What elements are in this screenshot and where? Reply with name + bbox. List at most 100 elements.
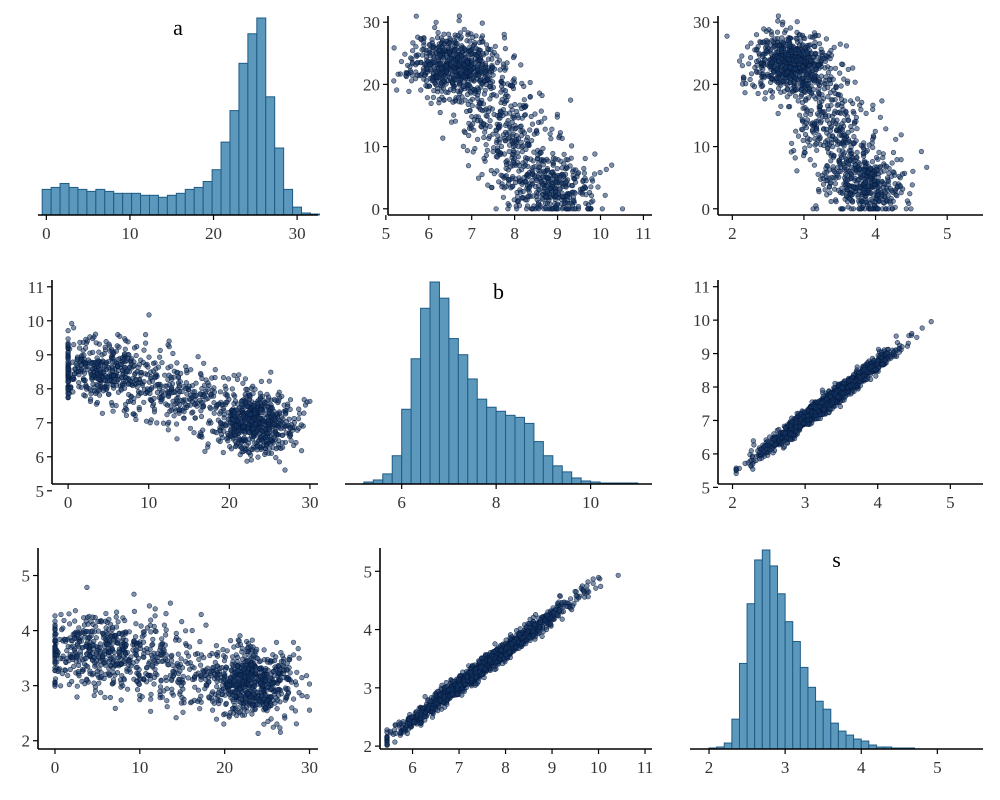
scatter-point: [535, 167, 541, 173]
scatter-point: [817, 120, 824, 126]
scatter-point: [832, 181, 839, 187]
scatter-point: [466, 132, 472, 139]
scatter-point: [747, 54, 754, 61]
scatter-point: [798, 93, 804, 99]
x-tick-label: 20: [221, 493, 238, 512]
scatter-point: [823, 74, 829, 80]
scatter-point: [222, 391, 228, 397]
scatter-point: [822, 139, 829, 145]
scatter-point: [753, 58, 760, 65]
scatter-point: [503, 173, 509, 179]
scatter-point: [495, 149, 501, 155]
scatter-point: [240, 380, 246, 386]
scatter-point: [109, 348, 115, 354]
scatter-point: [81, 352, 87, 358]
y-tick-label: 7: [36, 414, 45, 433]
scatter-point: [847, 152, 853, 158]
scatter-point: [475, 86, 482, 92]
histogram-bar: [382, 473, 393, 485]
scatter-point: [868, 206, 874, 212]
scatter-point: [888, 174, 894, 180]
scatter-point: [266, 378, 272, 384]
scatter-point: [509, 119, 515, 125]
scatter-point: [451, 87, 457, 94]
scatter-point: [831, 153, 837, 159]
scatter-point: [521, 104, 528, 111]
scatter-point: [759, 82, 766, 89]
scatter-point: [259, 438, 265, 444]
scatter-point: [815, 62, 821, 69]
scatter-point: [795, 133, 802, 139]
scatter-point: [784, 46, 791, 53]
scatter-point: [513, 203, 519, 209]
scatter-point: [173, 396, 180, 402]
y-tick-label: 10: [27, 312, 44, 331]
scatter-point: [187, 425, 193, 431]
scatter-point: [783, 81, 789, 87]
scatter-point: [259, 420, 266, 427]
scatter-point: [494, 112, 500, 119]
scatter-point: [175, 375, 182, 381]
scatter-point: [811, 30, 818, 36]
scatter-point: [497, 136, 503, 142]
scatter-point: [769, 37, 775, 43]
scatter-point: [254, 447, 260, 453]
scatter-point: [837, 161, 843, 167]
scatter-point: [827, 128, 834, 134]
scatter-point: [420, 66, 427, 72]
scatter-point: [150, 403, 156, 409]
scatter-point: [830, 76, 836, 82]
scatter-point: [451, 112, 457, 118]
scatter-point: [465, 163, 472, 169]
scatter-point: [443, 89, 449, 95]
scatter-point: [240, 412, 246, 419]
scatter-point: [477, 101, 483, 107]
scatter-point: [581, 165, 587, 172]
histogram-bar: [429, 281, 440, 485]
scatter-point: [115, 389, 121, 395]
scatter-point: [466, 120, 472, 126]
histogram-bar: [95, 188, 106, 216]
scatter-point: [168, 403, 174, 409]
scatter-point: [829, 174, 835, 180]
histogram-bar: [175, 192, 186, 216]
scatter-point: [298, 422, 304, 428]
scatter-point: [786, 37, 792, 43]
scatter-point: [779, 74, 785, 80]
scatter-point: [445, 31, 452, 37]
scatter-point: [457, 46, 464, 52]
scatter-point: [568, 143, 575, 149]
scatter-point: [535, 152, 541, 158]
scatter-point: [496, 179, 502, 185]
scatter-point: [231, 410, 237, 416]
scatter-point: [166, 419, 172, 426]
scatter-point: [92, 331, 99, 337]
scatter-point: [589, 176, 595, 182]
scatter-point: [220, 449, 226, 456]
scatter-point: [553, 193, 559, 199]
scatter-point: [441, 31, 447, 37]
scatter-point: [211, 429, 217, 435]
scatter-point: [462, 129, 468, 136]
scatter-point: [85, 364, 91, 370]
scatter-point: [483, 112, 489, 119]
scatter-point: [907, 191, 913, 197]
scatter-point: [488, 46, 494, 53]
scatter-point: [403, 69, 409, 76]
scatter-point: [817, 79, 824, 85]
scatter-point: [485, 182, 491, 188]
scatter-point: [845, 117, 851, 123]
scatter-point: [461, 73, 468, 80]
histogram-bar: [184, 188, 195, 216]
scatter-point: [280, 432, 286, 438]
scatter-point: [780, 40, 786, 46]
scatter-point: [775, 18, 781, 24]
scatter-point: [229, 386, 235, 392]
scatter-point: [559, 165, 565, 171]
x-tick-label: 30: [301, 493, 318, 512]
scatter-point: [244, 458, 250, 464]
scatter-point: [121, 357, 127, 363]
scatter-point: [133, 416, 139, 423]
scatter-point: [258, 407, 264, 413]
